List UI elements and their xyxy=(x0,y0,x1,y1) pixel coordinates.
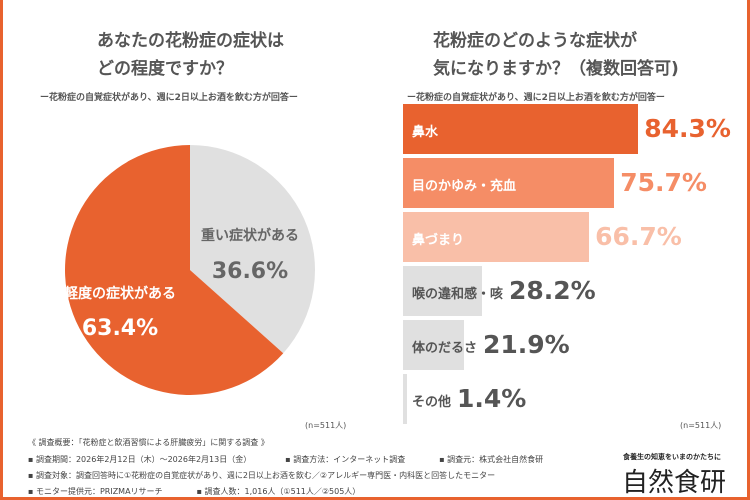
bar xyxy=(403,320,465,370)
logo-tagline: 食養生の知恵をいまのかたちに xyxy=(623,453,721,461)
pie-chart: 重い症状がある 36.6% 軽度の症状がある 63.4% xyxy=(64,145,316,395)
bar-label: 目のかゆみ・充血 xyxy=(412,179,517,194)
bar xyxy=(403,104,639,154)
bar-label: 鼻水 xyxy=(412,125,439,140)
right-subtitle: ー花粉症の自覚症状があり、週に2日以上お酒を飲む方が回答ー xyxy=(407,93,665,103)
bar-label: 鼻づまり xyxy=(412,233,465,248)
bar xyxy=(403,374,407,424)
bar-value-label: 21.9% xyxy=(483,330,570,359)
pie-slice xyxy=(65,145,284,395)
footer-heading: 《 調査概要：「花粉症と飲酒習慣による肝臓疲労」に関する調査 》 xyxy=(28,438,269,447)
pie-value-label: 63.4% xyxy=(82,316,158,341)
logo: 自然食研 xyxy=(622,468,727,498)
right-n: (n=511人) xyxy=(680,421,722,430)
bar-label: その他 xyxy=(412,395,452,410)
bar-label: 喉の違和感・咳 xyxy=(412,287,504,302)
pie-slice xyxy=(190,145,316,354)
pie-label: 軽度の症状がある xyxy=(64,285,176,302)
footer-line-1: ▪ 調査期間：2026年2月12日（木）〜2026年2月13日（金） ▪ 調査方法… xyxy=(28,455,544,464)
footer-line-3: ▪ モニター提供元：PRIZMAリサーチ ▪ 調査人数：1,016人（①511人／… xyxy=(28,487,361,496)
left-n: (n=511人) xyxy=(305,421,347,430)
bar xyxy=(403,212,590,262)
pie-label: 重い症状がある xyxy=(201,227,299,244)
left-subtitle: ー花粉症の自覚症状があり、週に2日以上お酒を飲む方が回答ー xyxy=(40,93,298,103)
footer-line-2: ▪ 調査対象：調査回答時に①花粉症の自覚症状があり、週に2日以上お酒を飲む／②ア… xyxy=(28,471,496,480)
bar-value-label: 66.7% xyxy=(595,222,682,251)
bar-value-label: 1.4% xyxy=(457,384,527,413)
bar xyxy=(403,266,482,316)
bar-value-label: 75.7% xyxy=(620,168,707,197)
bar xyxy=(403,158,615,208)
left-title: あなたの花粉症の症状は どの程度ですか？ xyxy=(97,31,284,79)
pie-value-label: 36.6% xyxy=(212,259,288,284)
bar-value-label: 84.3% xyxy=(644,114,731,143)
right-title: 花粉症のどのような症状が 気になりますか？（複数回答可) xyxy=(433,31,679,79)
bar-label: 体のだるさ xyxy=(412,341,478,356)
bar-value-label: 28.2% xyxy=(509,276,596,305)
